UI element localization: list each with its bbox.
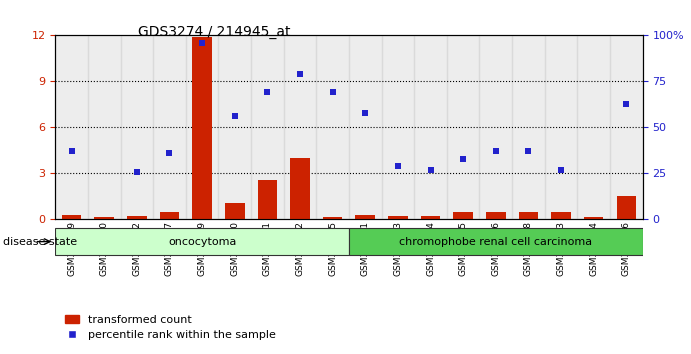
Bar (349, 228, 643, 255)
Bar (55, 35, 88, 219)
Bar (153, 35, 186, 219)
Bar (578, 35, 610, 219)
Bar (251, 35, 284, 219)
Text: GDS3274 / 214945_at: GDS3274 / 214945_at (138, 25, 291, 39)
Bar (192, 37, 212, 219)
Text: chromophobe renal cell carcinoma: chromophobe renal cell carcinoma (399, 236, 592, 247)
Text: disease state: disease state (3, 238, 77, 247)
Bar (414, 35, 447, 219)
Bar (160, 212, 179, 219)
Text: oncocytoma: oncocytoma (168, 236, 236, 247)
Bar (258, 179, 277, 219)
Bar (453, 212, 473, 219)
Bar (61, 215, 82, 219)
Legend: transformed count, percentile rank within the sample: transformed count, percentile rank withi… (61, 310, 280, 345)
Bar (388, 216, 408, 219)
Bar (316, 35, 349, 219)
Bar (355, 215, 375, 219)
Bar (127, 216, 146, 219)
Bar (218, 35, 251, 219)
Bar (290, 158, 310, 219)
Bar (447, 35, 480, 219)
Bar (186, 35, 218, 219)
Bar (584, 217, 603, 219)
Bar (512, 35, 545, 219)
Bar (616, 196, 636, 219)
Bar (88, 35, 120, 219)
Bar (486, 212, 506, 219)
Bar (323, 217, 343, 219)
Bar (480, 35, 512, 219)
Bar (545, 35, 578, 219)
Bar (381, 35, 414, 219)
Bar (55, 228, 349, 255)
Bar (610, 35, 643, 219)
Bar (95, 217, 114, 219)
Bar (349, 35, 381, 219)
Bar (225, 202, 245, 219)
Bar (519, 212, 538, 219)
Bar (120, 35, 153, 219)
Bar (551, 212, 571, 219)
Bar (421, 216, 440, 219)
Bar (284, 35, 316, 219)
